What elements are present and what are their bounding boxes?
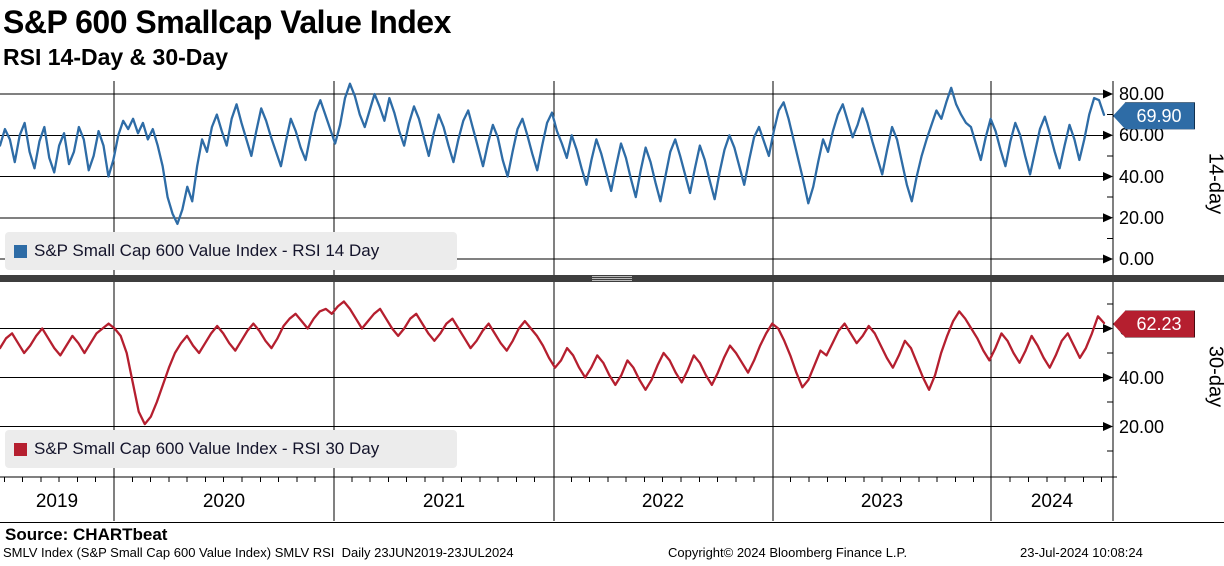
footer-divider (0, 522, 1224, 523)
legend-swatch-icon (14, 442, 27, 456)
tick-arrow-icon (1103, 172, 1113, 181)
source-label: Source: CHARTbeat (5, 525, 168, 544)
page-subtitle: RSI 14-Day & 30-Day (3, 44, 228, 70)
tick-arrow-icon (1103, 213, 1113, 223)
legend-swatch-icon (14, 244, 27, 258)
tick-arrow-icon (1103, 373, 1113, 382)
legend-label: S&P Small Cap 600 Value Index - RSI 30 D… (34, 439, 380, 458)
rsi-14-day-line (0, 82, 1106, 226)
tick-arrow-icon (1103, 254, 1113, 264)
tick-arrow-icon (1103, 89, 1113, 99)
copyright-text: Copyright© 2024 Bloomberg Finance L.P. (668, 545, 908, 560)
page-title: S&P 600 Smallcap Value Index (3, 4, 451, 40)
timestamp-text: 23-Jul-2024 10:08:24 (1020, 545, 1143, 560)
axis-title-14-day: 14-day (1204, 152, 1224, 215)
legend-label: S&P Small Cap 600 Value Index - RSI 14 D… (34, 241, 380, 260)
legend-rsi-30-day[interactable]: S&P Small Cap 600 Value Index - RSI 30 D… (5, 430, 457, 468)
tick-arrow-icon (1103, 130, 1113, 140)
legend-rsi-14-day[interactable]: S&P Small Cap 600 Value Index - RSI 14 D… (5, 232, 457, 270)
divider-grip-icon (592, 276, 632, 281)
chart-description: SMLV Index (S&P Small Cap 600 Value Inde… (3, 545, 514, 560)
last-value-badge-14-day: 69.90 (1113, 102, 1195, 130)
panel-divider-handle[interactable] (0, 275, 1224, 282)
tick-arrow-icon (1103, 422, 1113, 431)
tick-arrow-icon (1103, 324, 1113, 333)
last-value-badge-30-day: 62.23 (1113, 310, 1195, 338)
rsi-30-day-line (0, 300, 1106, 426)
axis-title-30-day: 30-day (1204, 345, 1224, 408)
